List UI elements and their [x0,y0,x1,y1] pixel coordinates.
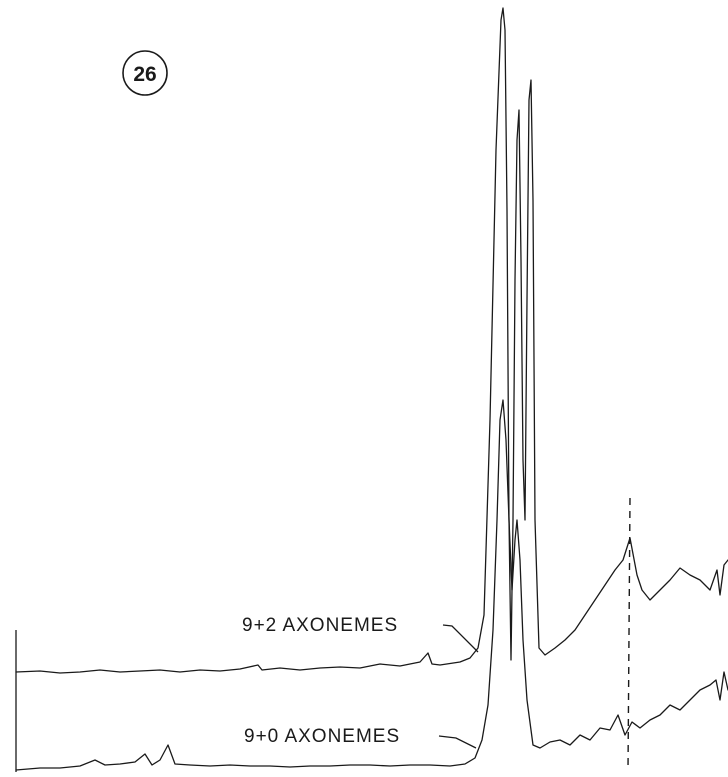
reference-dashed-line [627,497,631,771]
series-9-2-label-text: 9+2 AXONEMES [242,615,398,636]
series-9-2-label: 9+2 AXONEMES [242,615,479,653]
series-9-2-leader [442,624,479,653]
figure-number-circle [122,50,168,96]
series-9-0-label: 9+0 AXONEMES [244,726,477,749]
figure-number-text: 26 [133,63,156,86]
series-9-2-line [15,7,728,674]
figure-number: 26 [122,50,168,96]
series-9-0-label-text: 9+0 AXONEMES [244,726,400,747]
series-9-0-line [15,399,728,771]
series-9-0-leader [438,735,477,749]
